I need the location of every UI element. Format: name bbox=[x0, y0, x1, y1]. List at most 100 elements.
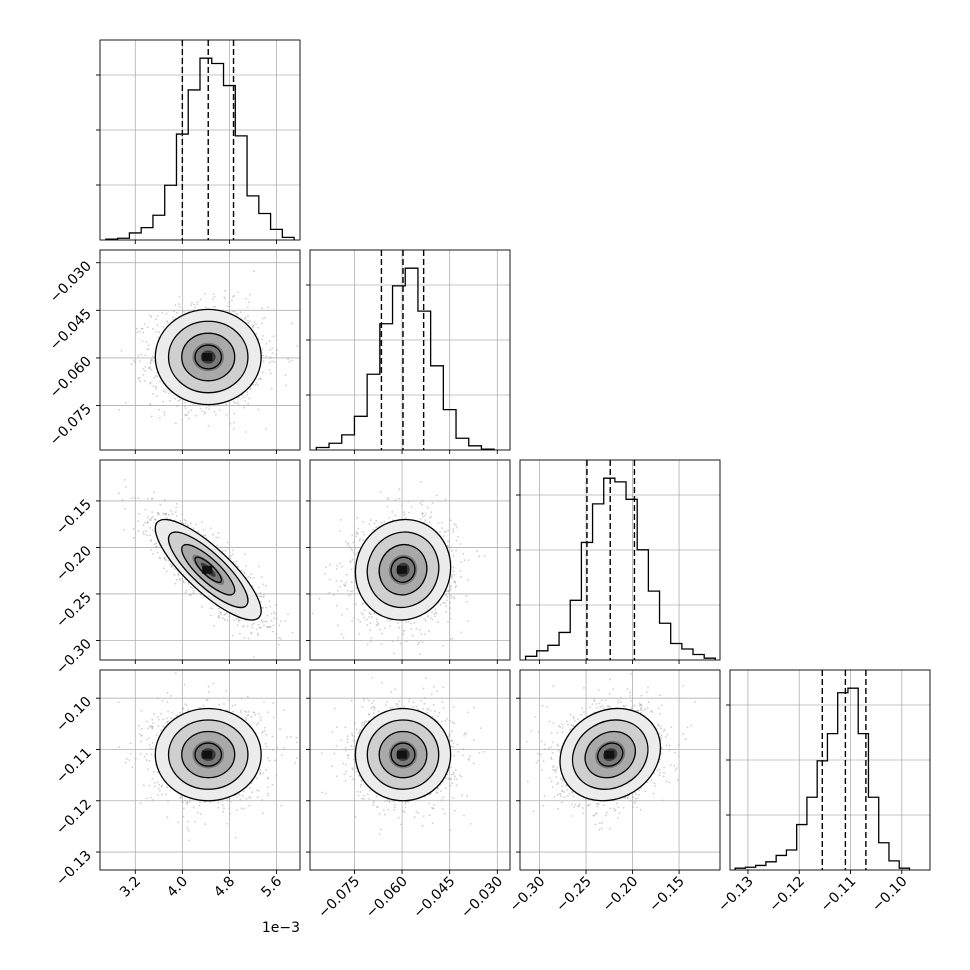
scatter-point bbox=[145, 534, 148, 536]
scatter-point bbox=[182, 522, 185, 525]
scatter-point bbox=[170, 509, 173, 512]
scatter-point bbox=[447, 540, 449, 543]
scatter-point bbox=[171, 513, 174, 516]
scatter-point bbox=[247, 637, 250, 640]
x-tick-label: −0.12 bbox=[766, 874, 808, 916]
scatter-point bbox=[445, 599, 448, 602]
scatter-point bbox=[231, 310, 234, 313]
scatter-point bbox=[224, 546, 227, 549]
scatter-point bbox=[185, 522, 187, 525]
scatter-point bbox=[339, 518, 342, 521]
scatter-point bbox=[272, 335, 275, 338]
scatter-point bbox=[454, 586, 457, 589]
scatter-point bbox=[251, 623, 254, 626]
scatter-point bbox=[242, 396, 245, 399]
scatter-point bbox=[265, 584, 267, 587]
scatter-point bbox=[370, 640, 372, 643]
scatter-point bbox=[163, 414, 166, 416]
scatter-points bbox=[117, 672, 300, 842]
scatter-point bbox=[217, 536, 220, 539]
scatter-point bbox=[410, 628, 413, 630]
scatter-point bbox=[264, 316, 266, 319]
scatter-point bbox=[261, 317, 264, 320]
scatter-point bbox=[181, 577, 184, 580]
scatter-point bbox=[449, 617, 452, 620]
scatter-point bbox=[192, 527, 195, 530]
scatter-point bbox=[141, 340, 144, 343]
scatter-point bbox=[174, 397, 177, 400]
scatter-point bbox=[422, 515, 424, 518]
scatter-point bbox=[193, 453, 195, 455]
y-tick-label: −0.15 bbox=[53, 496, 95, 538]
scatter-point bbox=[430, 515, 433, 518]
scatter-point bbox=[336, 564, 338, 567]
scatter-point bbox=[253, 577, 255, 579]
scatter-point bbox=[223, 296, 226, 298]
scatter-point bbox=[467, 579, 469, 581]
scatter-point bbox=[229, 555, 232, 557]
scatter-point bbox=[433, 613, 436, 615]
scatter-point bbox=[255, 323, 257, 325]
scatter-point bbox=[413, 622, 415, 624]
scatter-point bbox=[457, 536, 459, 538]
scatter-point bbox=[259, 626, 262, 629]
scatter-point bbox=[398, 626, 400, 629]
scatter-point bbox=[445, 531, 447, 533]
scatter-point bbox=[140, 353, 142, 356]
scatter-point bbox=[171, 564, 174, 567]
scatter-point bbox=[442, 644, 444, 647]
scatter-point bbox=[308, 614, 310, 616]
y-tick-label: −0.030 bbox=[47, 258, 95, 306]
scatter-point bbox=[151, 529, 154, 531]
scatter-point bbox=[178, 579, 181, 581]
scatter-point bbox=[142, 533, 145, 536]
scatter-point bbox=[193, 303, 195, 306]
scatter-point bbox=[368, 611, 371, 614]
scatter-point bbox=[150, 315, 153, 318]
scatter-point bbox=[358, 632, 361, 635]
scatter-point bbox=[429, 617, 432, 619]
scatter-point bbox=[130, 497, 133, 499]
scatter-point bbox=[276, 349, 279, 352]
scatter-point bbox=[373, 522, 376, 525]
scatter-point bbox=[178, 305, 181, 308]
scatter-point bbox=[153, 376, 156, 379]
scatter-point bbox=[224, 549, 227, 552]
scatter-point bbox=[236, 624, 239, 626]
scatter-point bbox=[175, 506, 178, 509]
scatter-point bbox=[203, 412, 206, 415]
scatter-point bbox=[95, 344, 97, 346]
scatter-point bbox=[467, 620, 469, 623]
scatter-point bbox=[362, 539, 365, 541]
scatter-point bbox=[138, 512, 140, 515]
density-contour bbox=[167, 320, 249, 394]
scatter-point bbox=[125, 402, 127, 404]
x-tick-label: −0.10 bbox=[869, 874, 911, 916]
scatter-point bbox=[449, 612, 451, 615]
scatter-point bbox=[353, 603, 356, 606]
scatter-point bbox=[151, 358, 153, 361]
scatter-point bbox=[262, 360, 265, 362]
scatter-point bbox=[237, 291, 240, 294]
scatter-point bbox=[426, 506, 429, 509]
scatter-point bbox=[237, 404, 240, 406]
scatter-point bbox=[483, 555, 486, 558]
scatter-point bbox=[329, 578, 331, 581]
scatter-point bbox=[200, 606, 203, 608]
scatter-point bbox=[253, 656, 256, 658]
scatter-point bbox=[250, 573, 253, 575]
scatter-point bbox=[279, 637, 282, 640]
scatter-point bbox=[233, 294, 236, 297]
scatter-point bbox=[350, 593, 352, 595]
scatter-point bbox=[146, 521, 149, 524]
scatter-point bbox=[174, 422, 177, 425]
scatter-point bbox=[255, 332, 258, 335]
scatter-point bbox=[247, 315, 249, 318]
scatter-point bbox=[379, 491, 382, 493]
scatter-point bbox=[154, 545, 157, 548]
scatter-point bbox=[401, 505, 403, 507]
histogram-step-line bbox=[524, 477, 716, 660]
density-contour bbox=[154, 518, 262, 621]
scatter-point bbox=[218, 616, 221, 619]
scatter-point bbox=[424, 519, 427, 522]
